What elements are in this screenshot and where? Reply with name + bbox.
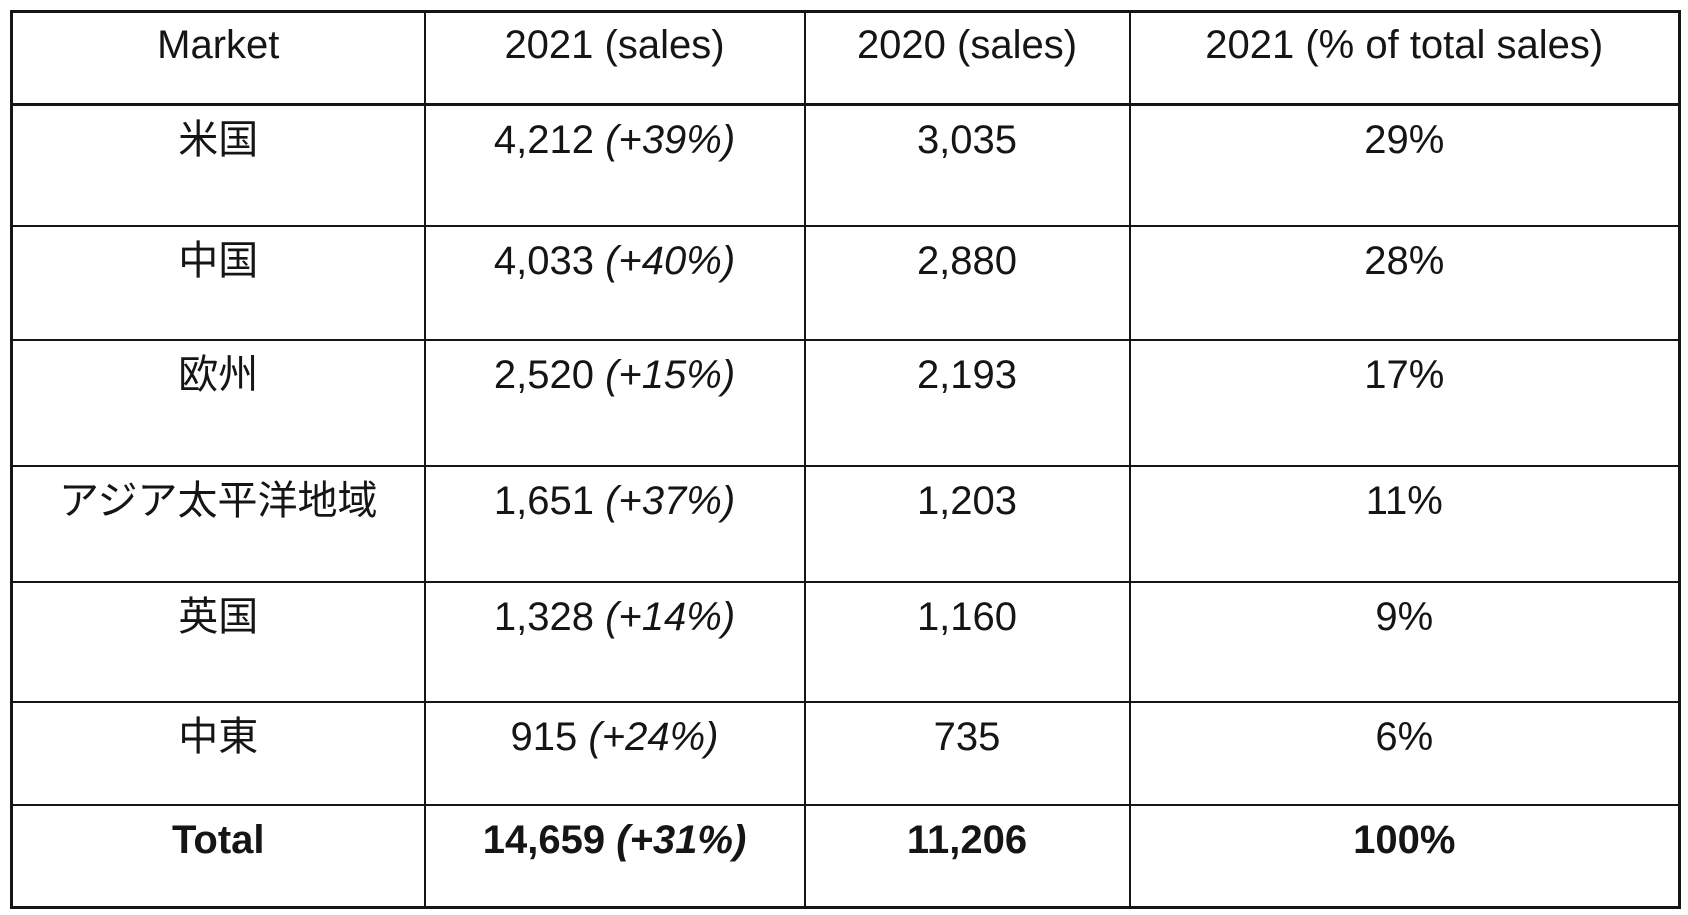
table-row-china: 中国 4,033 (+40%) 2,880 28%	[10, 224, 1681, 341]
share-2021-cell: 28%	[1128, 224, 1681, 341]
growth-2021-value: (+40%)	[605, 238, 736, 283]
col-header-2021-sales: 2021 (sales)	[423, 10, 806, 106]
col-header-market: Market	[10, 10, 426, 106]
growth-2021-value: (+14%)	[605, 594, 736, 639]
sales-2021-value: 1,651	[493, 478, 594, 523]
col-header-2020-sales: 2020 (sales)	[803, 10, 1131, 106]
share-2021-cell: 9%	[1128, 580, 1681, 703]
share-2021-cell: 100%	[1128, 803, 1681, 909]
sales-2020-cell: 1,203	[803, 464, 1131, 583]
market-cell: 英国	[10, 580, 426, 703]
share-2021-cell: 17%	[1128, 338, 1681, 467]
sales-2021-value: 915	[510, 714, 578, 759]
sales-2021-cell: 1,651 (+37%)	[423, 464, 806, 583]
market-cell: 中国	[10, 224, 426, 341]
sales-2021-cell: 915 (+24%)	[423, 700, 806, 806]
sales-2021-value: 4,212	[493, 118, 594, 162]
market-cell: 米国	[10, 103, 426, 227]
growth-2021-value: (+15%)	[605, 352, 736, 397]
sales-2020-cell: 735	[803, 700, 1131, 806]
sales-2021-value: 4,033	[493, 238, 594, 283]
growth-2021-value: (+37%)	[605, 478, 736, 523]
sales-2021-value: 1,328	[493, 594, 594, 639]
market-cell: アジア太平洋地域	[10, 464, 426, 583]
market-cell: 欧州	[10, 338, 426, 467]
sales-2021-cell: 14,659 (+31%)	[423, 803, 806, 909]
share-2021-cell: 29%	[1128, 103, 1681, 227]
share-2021-cell: 11%	[1128, 464, 1681, 583]
growth-2021-value: (+31%)	[616, 817, 747, 862]
sales-2021-cell: 4,033 (+40%)	[423, 224, 806, 341]
sales-2020-cell: 3,035	[803, 103, 1131, 227]
table-row-uk: 英国 1,328 (+14%) 1,160 9%	[10, 580, 1681, 703]
table-row-asia-pacific: アジア太平洋地域 1,651 (+37%) 1,203 11%	[10, 464, 1681, 583]
sales-2020-cell: 2,193	[803, 338, 1131, 467]
growth-2021-value: (+39%)	[605, 118, 736, 162]
sales-2021-value: 2,520	[493, 352, 594, 397]
table-row-middle-east: 中東 915 (+24%) 735 6%	[10, 700, 1681, 806]
sales-2021-cell: 4,212 (+39%)	[423, 103, 806, 227]
sales-2021-cell: 1,328 (+14%)	[423, 580, 806, 703]
growth-2021-value: (+24%)	[588, 714, 719, 759]
market-sales-table: Market 2021 (sales) 2020 (sales) 2021 (%…	[10, 10, 1681, 909]
market-cell: 中東	[10, 700, 426, 806]
sales-2021-value: 14,659	[482, 817, 606, 862]
share-2021-cell: 6%	[1128, 700, 1681, 806]
sales-2021-cell: 2,520 (+15%)	[423, 338, 806, 467]
sales-2020-cell: 1,160	[803, 580, 1131, 703]
sales-2020-cell: 11,206	[803, 803, 1131, 909]
col-header-2021-share: 2021 (% of total sales)	[1128, 10, 1681, 106]
table-row-usa: 米国 4,212 (+39%) 3,035 29%	[10, 103, 1681, 227]
market-cell: Total	[10, 803, 426, 909]
table-row-europe: 欧州 2,520 (+15%) 2,193 17%	[10, 338, 1681, 467]
table-row-total: Total 14,659 (+31%) 11,206 100%	[10, 803, 1681, 909]
header-row: Market 2021 (sales) 2020 (sales) 2021 (%…	[10, 10, 1681, 106]
sales-2020-cell: 2,880	[803, 224, 1131, 341]
